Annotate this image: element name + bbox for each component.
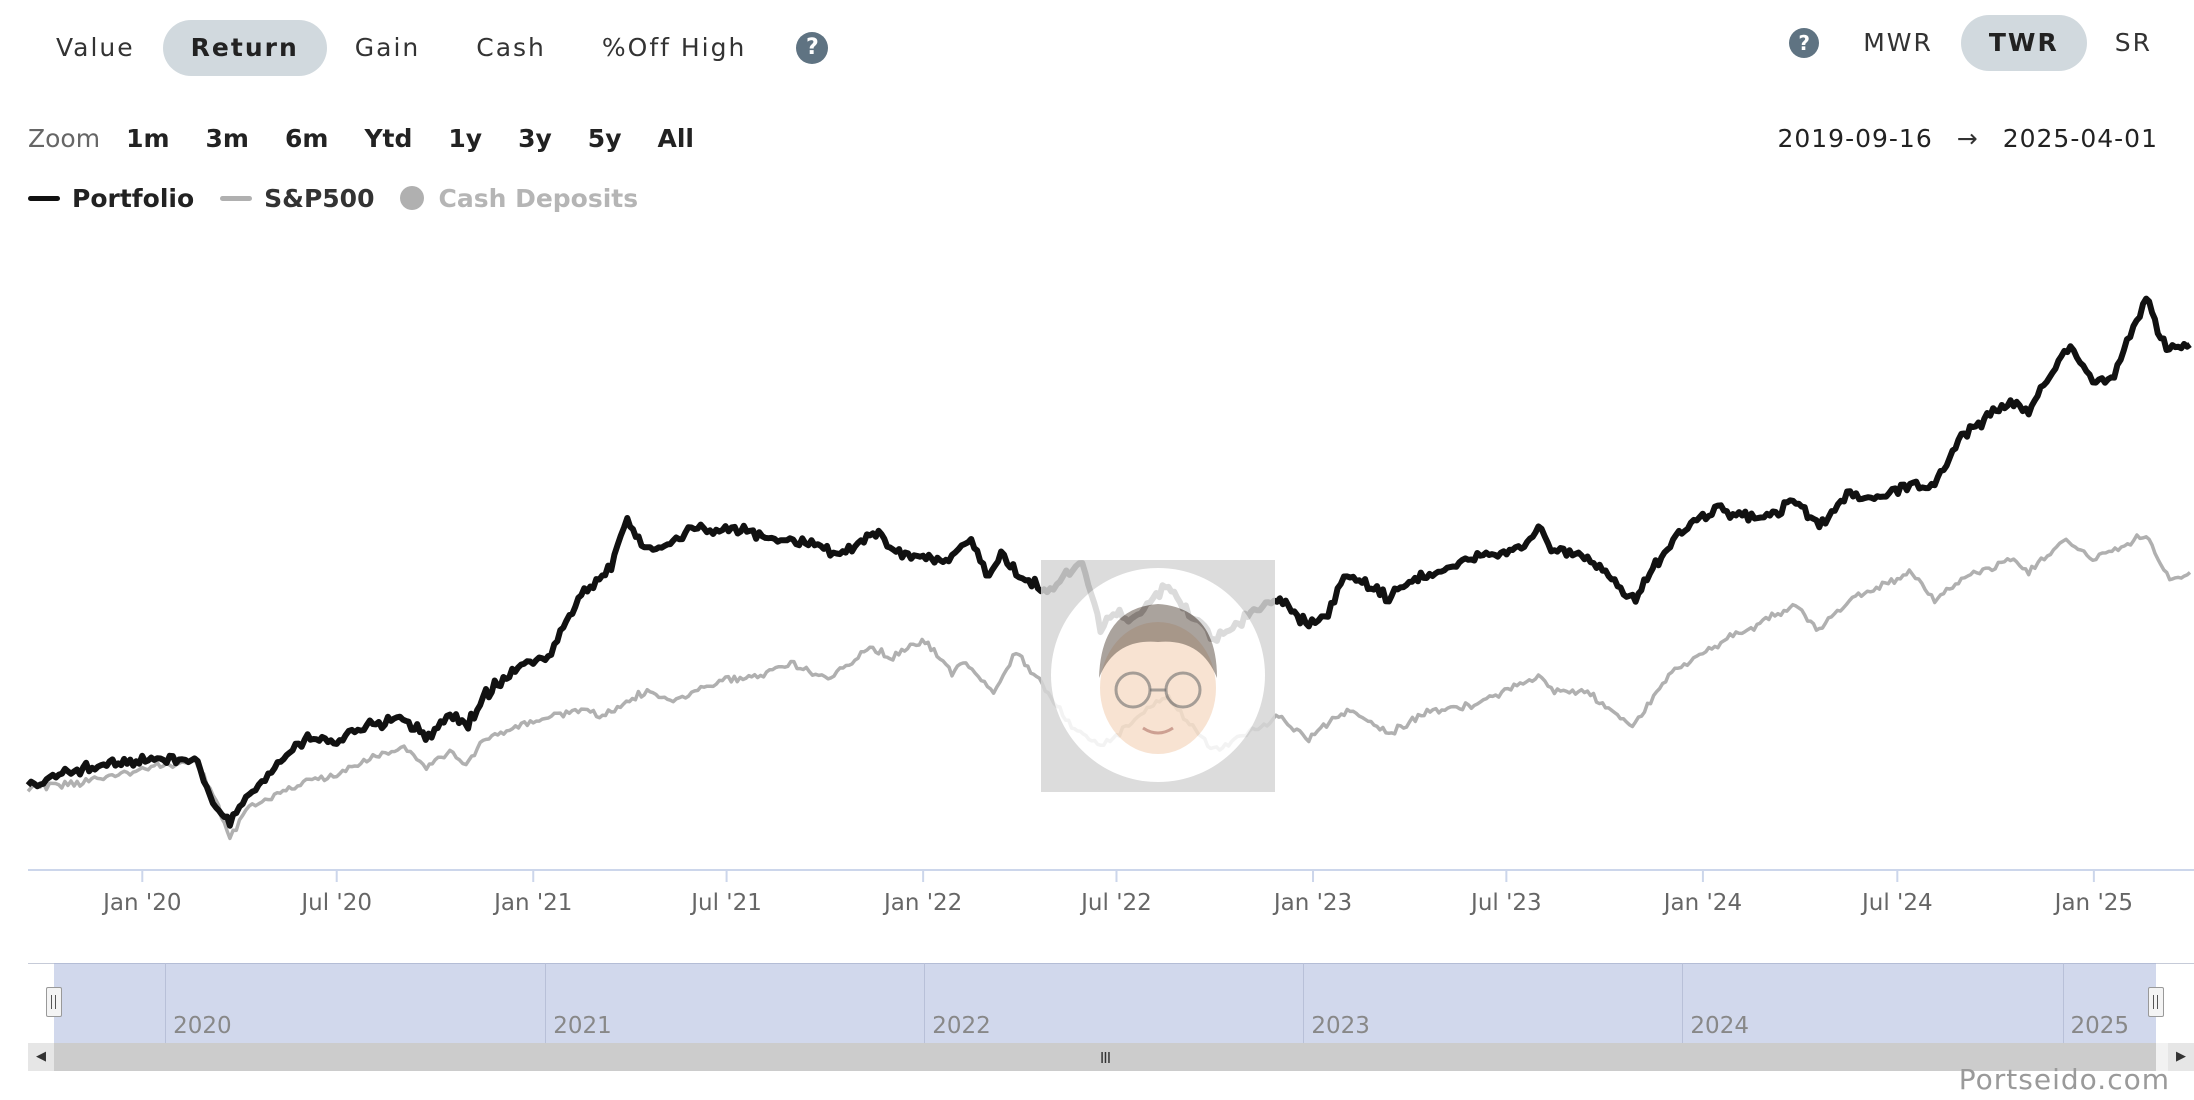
tab-value[interactable]: Value (56, 33, 135, 62)
legend-dot-cash-deposits (400, 186, 425, 210)
legend-label-cash-deposits: Cash Deposits (438, 183, 639, 213)
avatar-face-icon (1051, 568, 1265, 782)
navigator-year-label: 2022 (932, 1013, 991, 1039)
range-end-date[interactable]: 2025-04-01 (2002, 123, 2158, 153)
legend-item-cash-deposits[interactable]: Cash Deposits (400, 184, 638, 213)
x-axis-ticks: Jan '20 Jul '20 Jan '21 Jul '21 Jan '22 Jul '… (101, 870, 2133, 916)
chart-legend: Portfolio S&P500 Cash Deposits (28, 178, 664, 218)
return-help-icon[interactable]: ? (1789, 28, 1820, 58)
legend-label-portfolio: Portfolio (72, 183, 195, 213)
navigator-year-label: 2024 (1690, 1013, 1749, 1039)
chart-navigator[interactable]: ◀ III ▶ 2020 2021 2022 2023 2024 2025 (28, 963, 2194, 1073)
zoom-ytd-button[interactable]: Ytd (364, 123, 413, 153)
view-tabs: Value Return Gain Cash %Off High ? (28, 19, 829, 77)
legend-item-sp500[interactable]: S&P500 (220, 184, 374, 213)
navigator-right-handle[interactable] (2148, 987, 2164, 1017)
x-tick-label: Jul '22 (1079, 890, 1152, 916)
x-tick-label: Jan '22 (882, 890, 962, 916)
x-tick-label: Jul '21 (689, 890, 762, 916)
zoom-all-button[interactable]: All (657, 123, 695, 153)
scroll-left-icon[interactable]: ◀ (28, 1043, 54, 1071)
zoom-1m-button[interactable]: 1m (126, 123, 170, 153)
navigator-selected-range[interactable] (54, 963, 2156, 1044)
navigator-year-label: 2021 (553, 1013, 612, 1039)
x-tick-label: Jul '23 (1469, 890, 1542, 916)
navigator-year-divider (1303, 963, 1305, 1043)
date-range: 2019-09-16 → 2025-04-01 (1777, 118, 2158, 158)
navigator-year-divider (924, 963, 926, 1043)
tab-sr[interactable]: SR (2114, 28, 2152, 57)
range-arrow-icon: → (1956, 123, 1979, 153)
scrollbar-grip-icon: III (1099, 1049, 1111, 1067)
x-tick-label: Jan '25 (2053, 890, 2133, 916)
zoom-bar: Zoom 1m 3m 6m Ytd 1y 3y 5y All (28, 118, 730, 158)
tab-mwr[interactable]: MWR (1863, 28, 1933, 57)
help-icon[interactable]: ? (796, 32, 829, 64)
navigator-year-divider (545, 963, 547, 1043)
legend-swatch-sp500 (220, 195, 253, 201)
zoom-1y-button[interactable]: 1y (448, 123, 483, 153)
tab-gain[interactable]: Gain (354, 33, 421, 62)
zoom-6m-button[interactable]: 6m (284, 123, 329, 153)
avatar-watermark (1041, 560, 1275, 792)
legend-item-portfolio[interactable]: Portfolio (28, 184, 194, 213)
navigator-scrollbar[interactable]: ◀ III ▶ (28, 1043, 2194, 1071)
zoom-label: Zoom (28, 123, 101, 153)
tab-cash[interactable]: Cash (476, 33, 546, 62)
navigator-year-label: 2020 (173, 1013, 232, 1039)
x-tick-label: Jan '24 (1662, 890, 1742, 916)
zoom-3m-button[interactable]: 3m (205, 123, 249, 153)
return-chart[interactable]: Jan '20 Jul '20 Jan '21 Jul '21 Jan '22 Jul '… (0, 230, 2194, 930)
x-tick-label: Jan '21 (492, 890, 572, 916)
x-tick-label: Jan '23 (1272, 890, 1352, 916)
x-tick-label: Jul '20 (299, 890, 372, 916)
tab-off-high[interactable]: %Off High (601, 33, 747, 62)
navigator-year-divider (1682, 963, 1684, 1043)
navigator-year-label: 2023 (1311, 1013, 1370, 1039)
range-start-date[interactable]: 2019-09-16 (1777, 123, 1933, 153)
zoom-3y-button[interactable]: 3y (518, 123, 552, 153)
navigator-year-divider (165, 963, 167, 1043)
zoom-5y-button[interactable]: 5y (587, 123, 622, 153)
navigator-year-divider (2062, 963, 2064, 1043)
x-tick-label: Jul '24 (1860, 890, 1933, 916)
return-type-tabs: ? MWR TWR SR (1789, 14, 2180, 72)
navigator-left-handle[interactable] (46, 987, 62, 1017)
scrollbar-thumb[interactable]: III (54, 1043, 2156, 1071)
brand-watermark: Portseido.com (1958, 1063, 2170, 1096)
legend-label-sp500: S&P500 (264, 183, 375, 213)
tab-twr[interactable]: TWR (1960, 15, 2087, 71)
tab-return[interactable]: Return (162, 20, 327, 76)
legend-swatch-portfolio (28, 195, 60, 201)
scroll-right-icon[interactable]: ▶ (2168, 1043, 2194, 1071)
navigator-year-label: 2025 (2070, 1013, 2130, 1039)
x-tick-label: Jan '20 (101, 890, 181, 916)
